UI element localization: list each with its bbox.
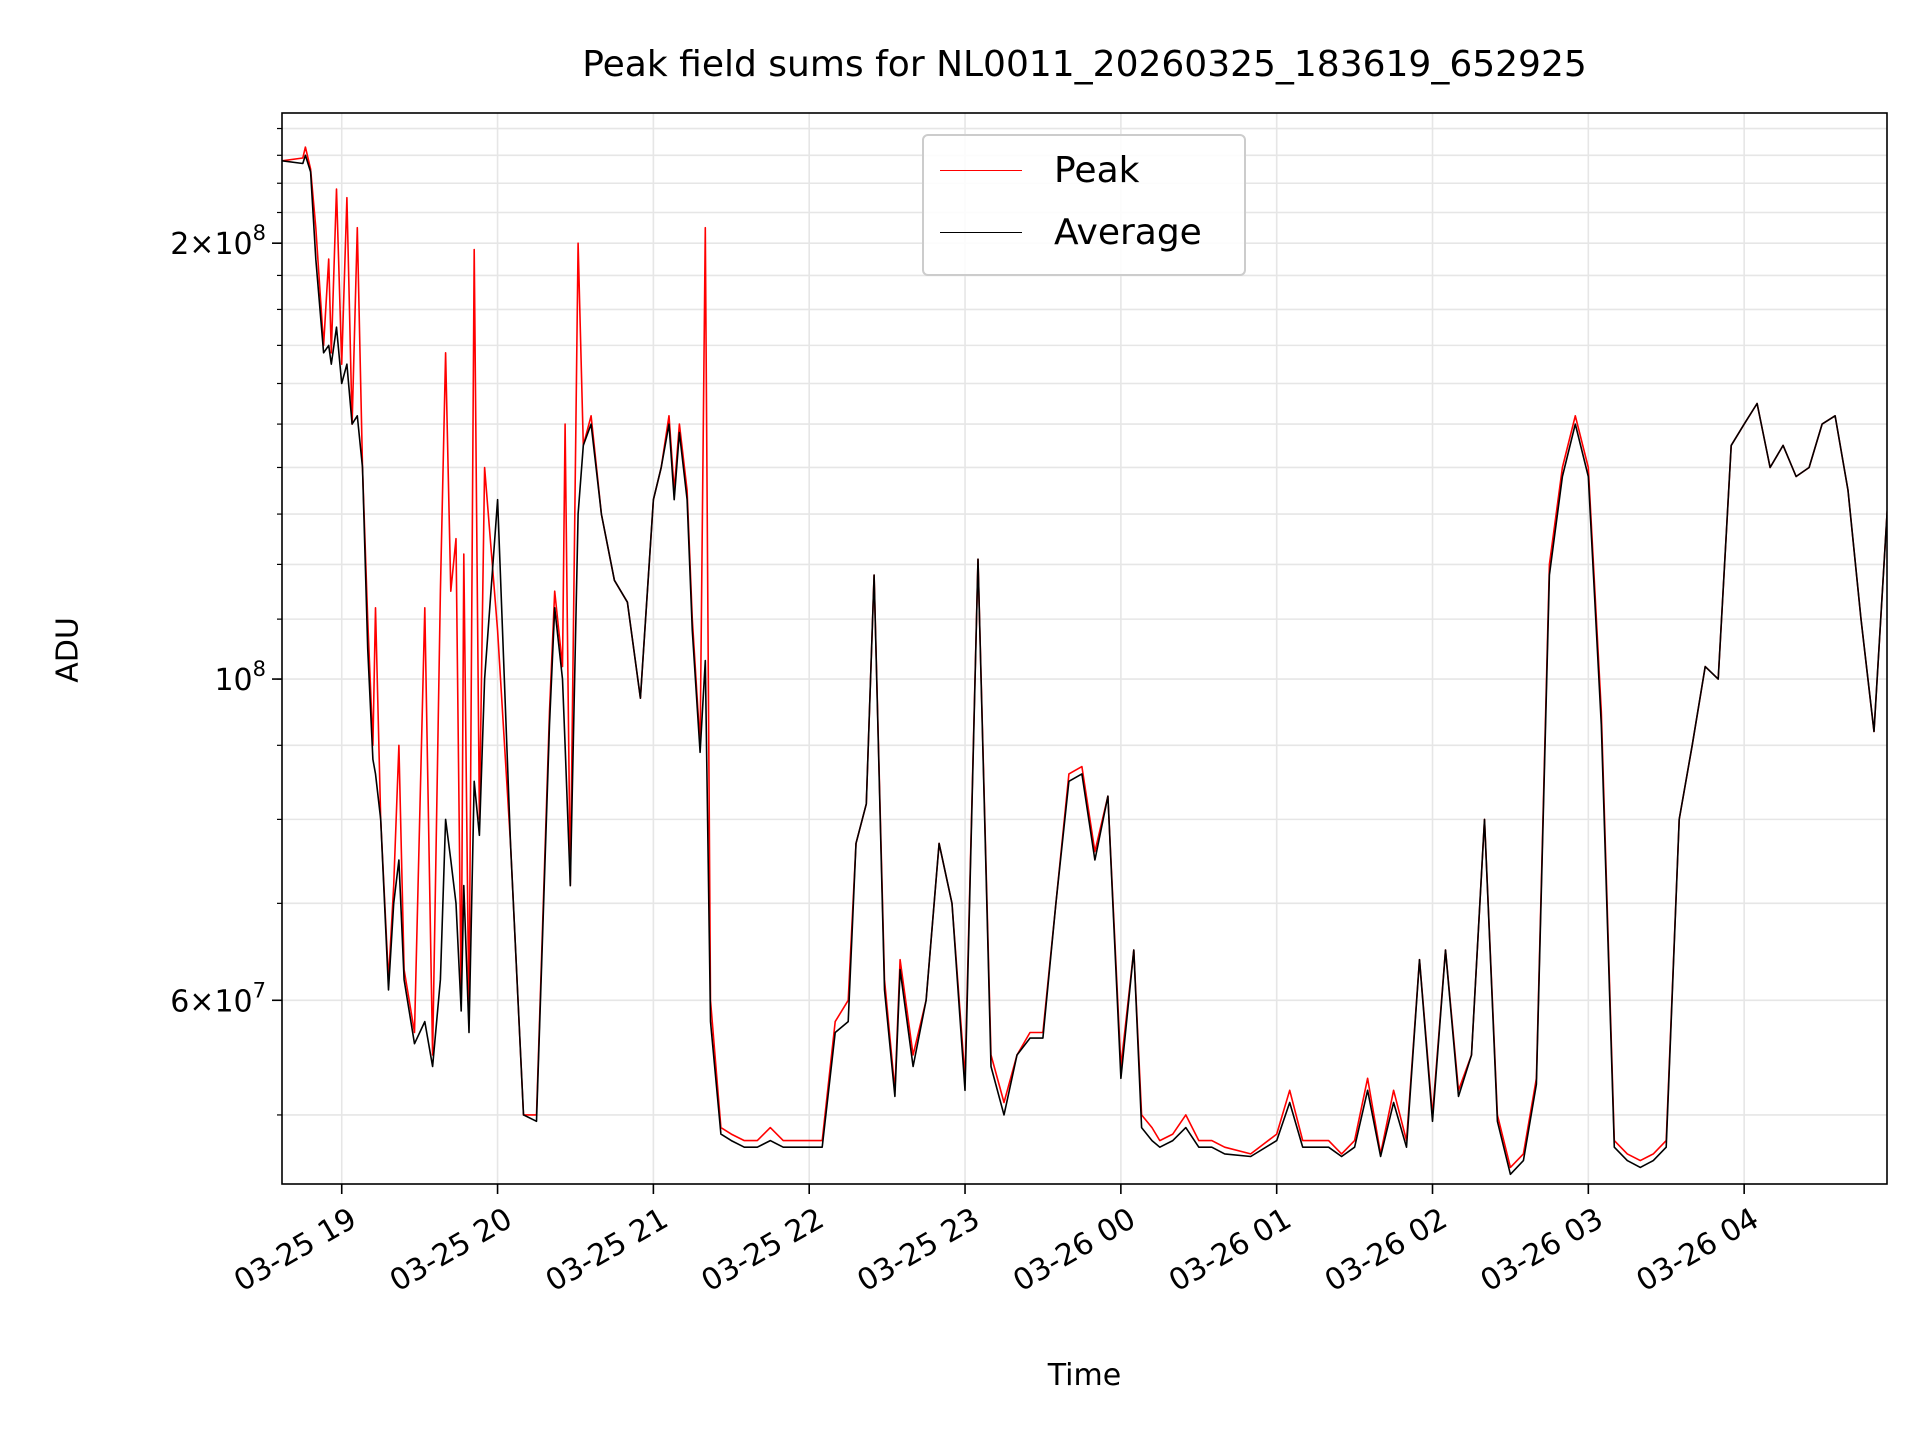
chart-title: Peak field sums for NL0011_20260325_1836…	[582, 44, 1587, 85]
x-tick-label: 03-26 03	[1475, 1201, 1609, 1299]
x-tick-label: 03-25 20	[384, 1201, 518, 1299]
legend-entry-peak: Peak	[940, 149, 1140, 191]
legend-swatch-average	[940, 231, 1022, 233]
legend: Peak Average	[922, 134, 1246, 276]
x-tick-label: 03-26 00	[1007, 1201, 1141, 1299]
y-tick-label: 6×107	[170, 978, 266, 1019]
legend-entry-average: Average	[940, 211, 1202, 253]
y-tick-label: 2×108	[170, 221, 266, 262]
y-axis-label: ADU	[50, 617, 86, 683]
x-tick-label: 03-26 04	[1631, 1201, 1765, 1299]
legend-swatch-peak	[940, 169, 1022, 171]
average-series-line	[282, 154, 1887, 1176]
x-tick-label: 03-25 23	[852, 1201, 986, 1299]
x-tick-label: 03-25 22	[696, 1201, 830, 1299]
x-tick-label: 03-26 01	[1163, 1201, 1297, 1299]
legend-label-peak: Peak	[1054, 149, 1140, 191]
plot-frame	[281, 112, 1888, 1185]
y-tick-label: 108	[214, 657, 266, 698]
x-axis-label: Time	[1047, 1358, 1122, 1393]
x-tick-label: 03-25 19	[228, 1201, 362, 1299]
x-tick-label: 03-26 02	[1319, 1201, 1453, 1299]
x-tick-label: 03-25 21	[540, 1201, 674, 1299]
legend-label-average: Average	[1054, 211, 1202, 253]
